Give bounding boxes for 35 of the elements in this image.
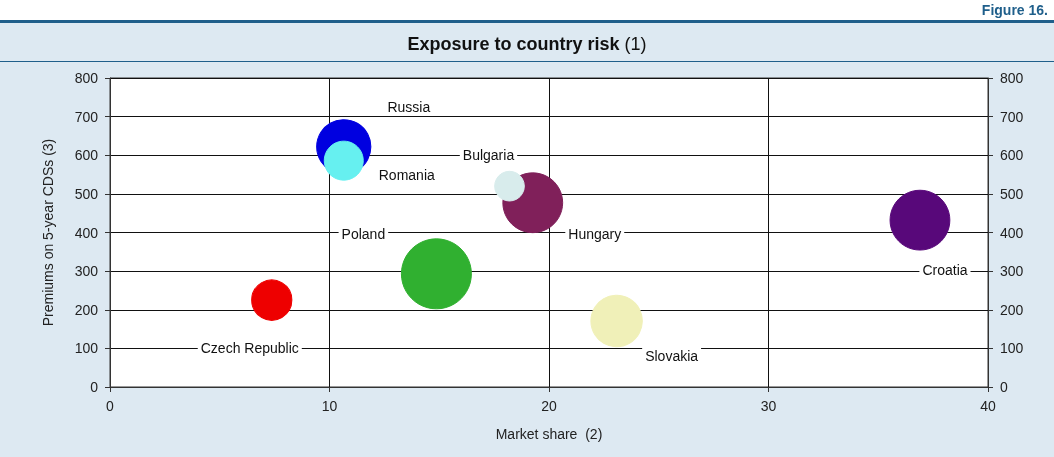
y2-tick-label: 400 xyxy=(1000,224,1024,241)
y-tick-label: 0 xyxy=(90,379,99,395)
series-label: Croatia xyxy=(922,262,968,279)
caption: Figure 16. xyxy=(981,2,1048,18)
y-tick-label: 800 xyxy=(74,70,99,86)
series-label: Hungary xyxy=(568,225,622,242)
x-tick-label: 0 xyxy=(106,398,115,414)
y-tick-label: 400 xyxy=(74,224,99,241)
text: Czech Republic xyxy=(200,340,299,357)
y-axis-title: Premiums on 5-year CDSs (3) xyxy=(40,138,56,327)
x-tick-label: 30 xyxy=(760,398,777,414)
series-label: Slovakia xyxy=(645,347,699,364)
series-label: Poland xyxy=(341,225,386,242)
series-label: Russia xyxy=(387,98,431,115)
series-label: Bulgaria xyxy=(462,147,515,164)
y2-tick-label: 0 xyxy=(1000,379,1008,395)
y-tick-label: 200 xyxy=(74,301,99,318)
y2-tick-label: 600 xyxy=(1000,147,1024,164)
y2-tick-label: 100 xyxy=(1000,340,1024,357)
y-tick-label: 700 xyxy=(74,108,99,125)
chart-title: Exposure to country risk (1) xyxy=(407,34,647,54)
x-tick-label: 10 xyxy=(321,398,338,414)
y2-tick-label: 800 xyxy=(1000,70,1024,86)
y-tick-label: 100 xyxy=(74,340,99,357)
x-axis-title: Market share (2) xyxy=(495,426,603,442)
y2-tick-label: 200 xyxy=(1000,301,1024,318)
x-tick-label: 20 xyxy=(541,398,557,414)
y2-tick-label: 700 xyxy=(1000,108,1024,125)
y2-tick-label: 500 xyxy=(1000,185,1024,202)
y-tick-label: 300 xyxy=(74,263,99,280)
series-label: Romania xyxy=(378,166,435,183)
y-tick-label: 600 xyxy=(74,147,99,164)
x-tick-label: 40 xyxy=(980,398,996,414)
y2-tick-label: 300 xyxy=(1000,263,1024,280)
y-tick-label: 500 xyxy=(74,185,99,202)
